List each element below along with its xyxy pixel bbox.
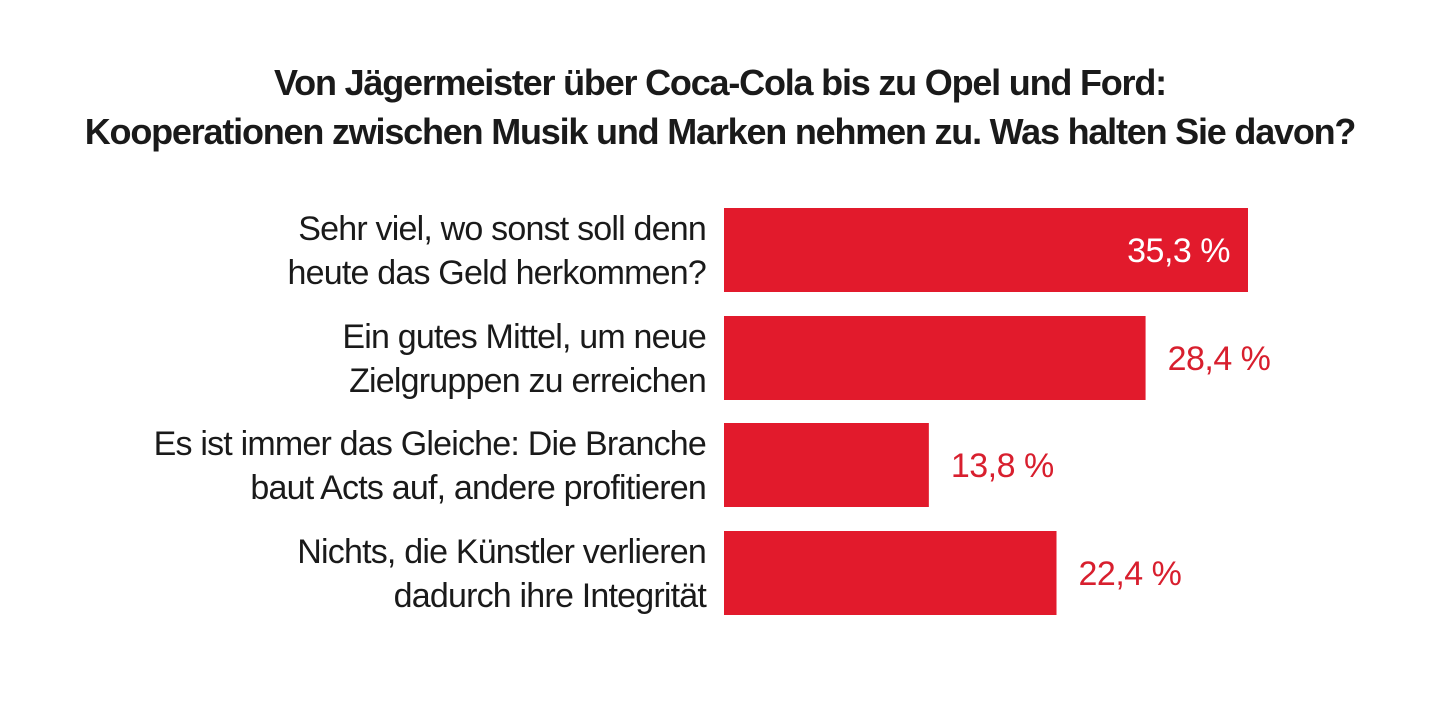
- bar-3: [724, 423, 929, 507]
- category-label-4-line-1: Nichts, die Künstler verlieren: [297, 533, 706, 571]
- chart-title-line-2: Kooperationen zwischen Musik und Marken …: [84, 111, 1357, 152]
- category-label-3-line-2: baut Acts auf, andere profitieren: [250, 469, 706, 507]
- chart-title-line-1: Von Jägermeister über Coca-Cola bis zu O…: [274, 62, 1167, 103]
- value-label-4: 22,4 %: [1079, 555, 1182, 593]
- category-label-2-line-2: Zielgruppen zu erreichen: [349, 362, 706, 400]
- bar-1: [724, 208, 1248, 292]
- value-label-3: 13,8 %: [951, 447, 1054, 485]
- bar-4: [724, 531, 1057, 615]
- value-label-2: 28,4 %: [1168, 340, 1271, 378]
- category-label-4-line-2: dadurch ihre Integrität: [394, 577, 708, 615]
- category-label-1-line-2: heute das Geld herkommen?: [288, 254, 706, 292]
- category-label-1-line-1: Sehr viel, wo sonst soll denn: [298, 210, 706, 248]
- category-label-3-line-1: Es ist immer das Gleiche: Die Branche: [154, 425, 706, 463]
- chart-title: Von Jägermeister über Coca-Cola bis zu O…: [0, 58, 1440, 156]
- value-label-1: 35,3 %: [1127, 232, 1230, 270]
- category-label-2-line-1: Ein gutes Mittel, um neue: [342, 318, 706, 356]
- bar-2: [724, 316, 1146, 400]
